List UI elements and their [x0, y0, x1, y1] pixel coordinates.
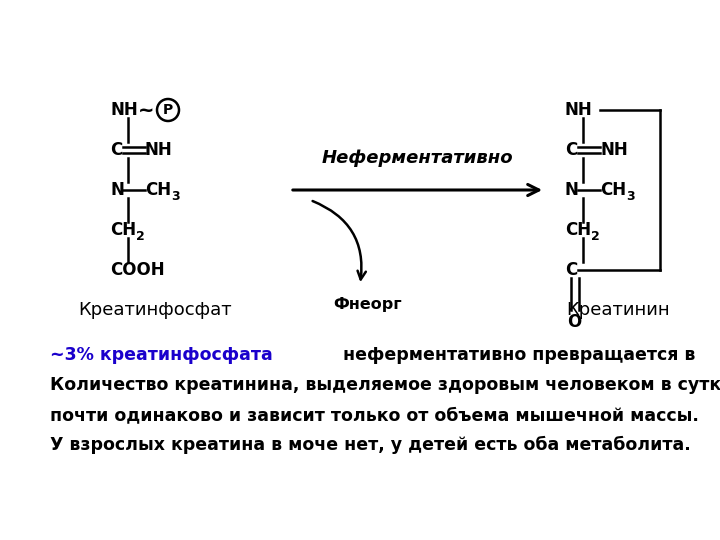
Text: CH: CH: [565, 221, 591, 239]
Text: COOH: COOH: [110, 261, 165, 279]
Text: NH: NH: [145, 141, 173, 159]
Text: Креатинфосфат: Креатинфосфат: [78, 301, 232, 319]
Text: 2: 2: [591, 231, 600, 244]
Text: O: O: [567, 313, 581, 331]
Text: Фнеорг: Фнеорг: [333, 298, 402, 313]
Text: C: C: [565, 141, 577, 159]
Text: NH: NH: [600, 141, 628, 159]
Text: P: P: [163, 103, 173, 117]
FancyArrowPatch shape: [312, 201, 366, 280]
Text: ~: ~: [138, 100, 155, 119]
Text: N: N: [565, 181, 579, 199]
Text: C: C: [110, 141, 122, 159]
Text: NH: NH: [110, 101, 138, 119]
Text: NH: NH: [565, 101, 593, 119]
Text: CH: CH: [600, 181, 626, 199]
Text: 2: 2: [136, 231, 145, 244]
Text: ~3% креатинфосфата: ~3% креатинфосфата: [50, 346, 273, 364]
Text: почти одинаково и зависит только от объема мышечной массы.: почти одинаково и зависит только от объе…: [50, 406, 699, 424]
Text: Количество креатинина, выделяемое здоровым человеком в сутки,: Количество креатинина, выделяемое здоров…: [50, 376, 720, 394]
Text: CH: CH: [110, 221, 136, 239]
Text: CH: CH: [145, 181, 171, 199]
Text: N: N: [110, 181, 124, 199]
Text: Неферментативно: Неферментативно: [321, 149, 513, 167]
Text: 3: 3: [626, 191, 634, 204]
Text: C: C: [565, 261, 577, 279]
Text: У взрослых креатина в моче нет, у детей есть оба метаболита.: У взрослых креатина в моче нет, у детей …: [50, 436, 690, 454]
Text: 3: 3: [171, 191, 179, 204]
Text: неферментативно превращается в: неферментативно превращается в: [338, 346, 702, 364]
Text: Креатинин: Креатинин: [566, 301, 670, 319]
